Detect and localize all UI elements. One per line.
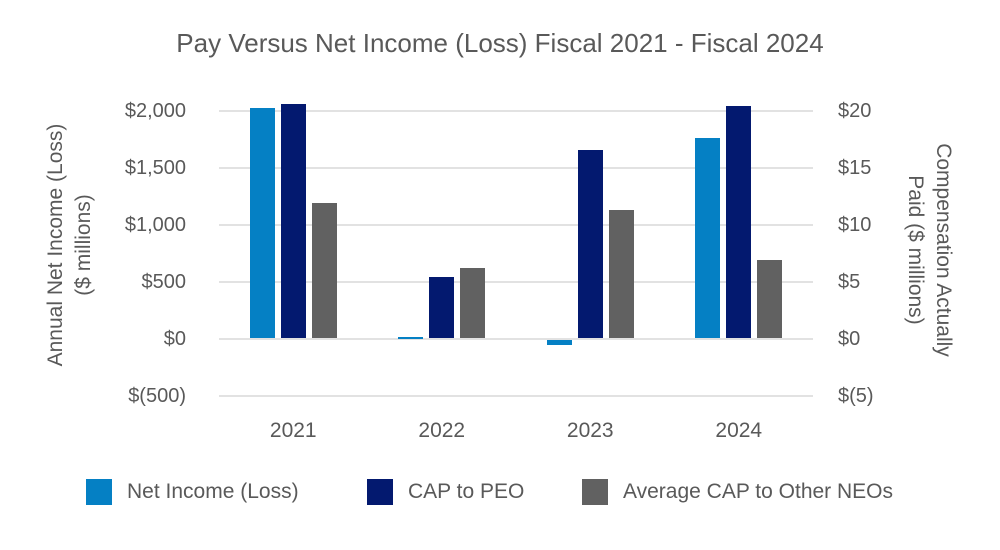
cap-to-peo-bar-2024 xyxy=(726,105,752,339)
cap-to-peo-bar-2023 xyxy=(577,150,603,339)
left-axis-title-line1: Annual Net Income (Loss) xyxy=(44,123,67,367)
x-axis-label-2024: 2024 xyxy=(715,419,763,442)
x-axis-label-2021: 2021 xyxy=(269,419,317,442)
gridline xyxy=(219,394,813,397)
chart-title: Pay Versus Net Income (Loss) Fiscal 2021… xyxy=(176,28,824,58)
average-cap-to-other-neos-bar-2024 xyxy=(757,259,783,339)
legend-item-average-cap-other-neos: Average CAP to Other NEOs xyxy=(582,479,893,505)
legend-label: CAP to PEO xyxy=(408,480,525,503)
right-axis-tick-label: $10 xyxy=(838,213,872,236)
left-axis-title-line2: ($ millions) xyxy=(72,194,95,296)
right-axis-tick-label: $15 xyxy=(838,156,872,179)
left-axis-tick-label: $1,000 xyxy=(124,213,186,236)
x-axis-label-2022: 2022 xyxy=(418,419,466,442)
left-axis-tick-label: $0 xyxy=(163,327,186,350)
right-axis-tick-label: $20 xyxy=(838,99,872,122)
gridline xyxy=(219,223,813,226)
right-axis-title-line1: Compensation Actually xyxy=(932,143,955,357)
net-income-loss-bar-2022 xyxy=(398,336,424,339)
gridline xyxy=(219,280,813,283)
average-cap-to-other-neos-bar-2023 xyxy=(608,209,634,339)
legend-item-cap-to-peo: CAP to PEO xyxy=(367,479,524,505)
cap-to-peo-bar-2021 xyxy=(280,103,306,339)
average-cap-to-other-neos-bar-2022 xyxy=(460,267,486,339)
gridline xyxy=(219,166,813,169)
net-income-loss-bar-2023 xyxy=(546,340,572,345)
average-cap-to-other-neos-bar-2021 xyxy=(311,202,337,339)
average-cap-other-neos-swatch-icon xyxy=(582,479,608,505)
net-income-loss-swatch-icon xyxy=(86,479,112,505)
right-axis-tick-label: $0 xyxy=(838,327,861,350)
left-axis-tick-label: $500 xyxy=(141,270,187,293)
left-axis-tick-label: $2,000 xyxy=(124,99,186,122)
legend-label: Net Income (Loss) xyxy=(127,480,299,503)
gridline xyxy=(219,109,813,112)
cap-to-peo-swatch-icon xyxy=(367,479,393,505)
legend-label: Average CAP to Other NEOs xyxy=(623,480,894,503)
left-axis-tick-label: $(500) xyxy=(128,384,186,407)
legend-item-net-income-loss: Net Income (Loss) xyxy=(86,479,299,505)
net-income-loss-bar-2021 xyxy=(249,107,275,339)
right-axis-title: Compensation Actually Paid ($ millions) xyxy=(901,143,957,357)
right-axis-title-line2: Paid ($ millions) xyxy=(904,175,927,325)
x-axis-label-2023: 2023 xyxy=(566,419,614,442)
right-axis-tick-label: $(5) xyxy=(838,384,874,407)
right-axis-tick-label: $5 xyxy=(838,270,861,293)
net-income-loss-bar-2024 xyxy=(695,137,721,339)
gridline xyxy=(219,337,813,340)
left-axis-tick-label: $1,500 xyxy=(124,156,186,179)
left-axis-title: Annual Net Income (Loss) ($ millions) xyxy=(42,124,98,367)
cap-to-peo-bar-2022 xyxy=(429,276,455,339)
